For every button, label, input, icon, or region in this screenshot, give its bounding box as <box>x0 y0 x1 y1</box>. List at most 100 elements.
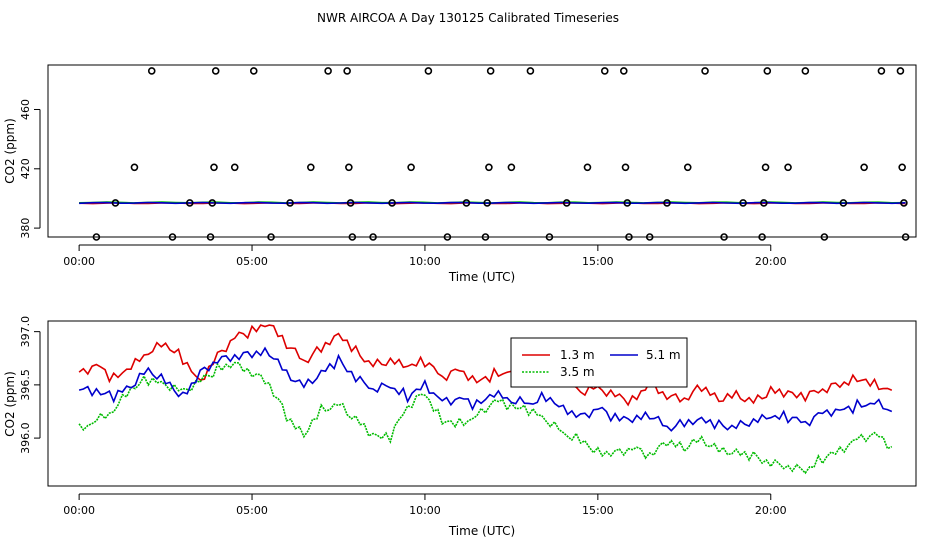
x-axis: 00:00 05:00 10:00 15:00 20:00 <box>63 493 787 517</box>
scatter-point <box>424 67 433 75</box>
scatter-point <box>545 233 554 241</box>
scatter-point <box>583 163 592 172</box>
scatter-point <box>208 199 217 207</box>
scatter-point <box>210 163 218 172</box>
x-tick-label: 15:00 <box>582 504 614 517</box>
scatter-point <box>267 233 275 241</box>
y-axis-label: CO2 (ppm) <box>3 371 17 437</box>
scatter-point <box>898 163 906 172</box>
chart-title: NWR AIRCOA A Day 130125 Calibrated Times… <box>317 11 619 25</box>
scatter-point <box>111 199 120 207</box>
scatter-point <box>407 163 415 172</box>
x-tick-label: 20:00 <box>755 504 787 517</box>
scatter-point <box>901 233 910 241</box>
scatter-point <box>784 163 792 172</box>
scatter-point <box>896 67 905 75</box>
scatter-point <box>481 233 490 241</box>
scatter-point <box>324 67 332 75</box>
x-tick-label: 10:00 <box>409 504 441 517</box>
scatter-point <box>683 163 692 172</box>
y-tick-label: 460 <box>19 99 32 120</box>
scatter-point <box>230 163 239 172</box>
x-tick-label: 05:00 <box>236 504 268 517</box>
legend-label-5.1m: 5.1 m <box>646 348 681 362</box>
x-tick-label: 05:00 <box>236 255 268 268</box>
line-panel: 00:00 05:00 10:00 15:00 20:00 396.0 396.5 397.… <box>3 316 917 538</box>
legend: 1.3 m 5.1 m 3.5 m <box>510 337 688 388</box>
scatter-point <box>147 67 156 75</box>
scatter-point <box>758 233 766 241</box>
scatter-point <box>462 199 471 207</box>
x-tick-label: 00:00 <box>63 255 95 268</box>
scatter-point <box>348 233 357 241</box>
scatter-point <box>185 199 194 207</box>
y-tick-label: 380 <box>19 218 32 239</box>
x-tick-label: 10:00 <box>409 255 441 268</box>
scatter-point <box>286 199 294 207</box>
y-axis-label: CO2 (ppm) <box>3 118 17 184</box>
scatter-point <box>701 67 709 75</box>
legend-label-3.5m: 3.5 m <box>560 365 595 379</box>
scatter-point <box>92 233 101 241</box>
x-axis: 00:00 05:00 10:00 15:00 20:00 <box>63 244 787 268</box>
scatter-point <box>761 163 770 172</box>
scatter-point <box>860 163 868 172</box>
scatter-point <box>168 233 177 241</box>
scatter-point <box>343 67 351 75</box>
scatter-panel: 00:00 05:00 10:00 15:00 20:00 380 420 460 Time… <box>3 64 917 284</box>
scatter-point <box>663 199 671 207</box>
series-lines <box>79 201 906 205</box>
scatter-point <box>130 163 139 172</box>
scatter-point <box>483 199 491 207</box>
scatter-point <box>526 67 535 75</box>
scatter-point <box>763 67 772 75</box>
scatter-point <box>486 67 495 75</box>
scatter-point <box>820 233 829 241</box>
scatter-point <box>345 163 353 172</box>
scatter-point <box>211 67 220 75</box>
scatter-point <box>346 199 355 207</box>
legend-label-1.3m: 1.3 m <box>560 348 595 362</box>
scatter-point <box>623 199 632 207</box>
series-line-1.3m <box>78 324 893 407</box>
scatter-point <box>307 163 315 172</box>
scatter-point <box>507 163 516 172</box>
x-tick-label: 15:00 <box>582 255 614 268</box>
x-axis-label: Time (UTC) <box>448 270 515 284</box>
series-line-5.1m <box>79 201 906 205</box>
scatter-point <box>621 163 630 172</box>
scatter-point <box>801 67 810 75</box>
y-tick-label: 396.0 <box>19 422 32 454</box>
series-lines <box>78 324 893 475</box>
scatter-point <box>877 67 886 75</box>
scatter-point <box>900 199 908 207</box>
series-line-3.5m <box>78 361 893 475</box>
scatter-point <box>645 233 654 241</box>
data-points <box>92 67 910 241</box>
scatter-point <box>485 163 493 172</box>
scatter-point <box>388 199 396 207</box>
series-line-5.1m <box>78 346 893 432</box>
y-tick-label: 397.0 <box>19 316 32 348</box>
x-tick-label: 20:00 <box>755 255 787 268</box>
plot-frame <box>47 64 917 238</box>
x-tick-label: 00:00 <box>63 504 95 517</box>
y-axis: 396.0 396.5 397.0 <box>19 316 41 454</box>
plot-frame <box>47 320 917 487</box>
scatter-point <box>760 199 768 207</box>
scatter-point <box>369 233 377 241</box>
scatter-point <box>839 199 848 207</box>
x-axis-label: Time (UTC) <box>448 524 515 538</box>
scatter-point <box>625 233 633 241</box>
y-tick-label: 420 <box>19 158 32 179</box>
scatter-point <box>206 233 215 241</box>
scatter-point <box>600 67 609 75</box>
legend-box <box>510 337 688 388</box>
scatter-point <box>562 199 571 207</box>
scatter-point <box>739 199 747 207</box>
y-tick-label: 396.5 <box>19 369 32 401</box>
y-axis: 380 420 460 <box>19 99 41 239</box>
scatter-point <box>720 233 728 241</box>
scatter-point <box>249 67 258 75</box>
